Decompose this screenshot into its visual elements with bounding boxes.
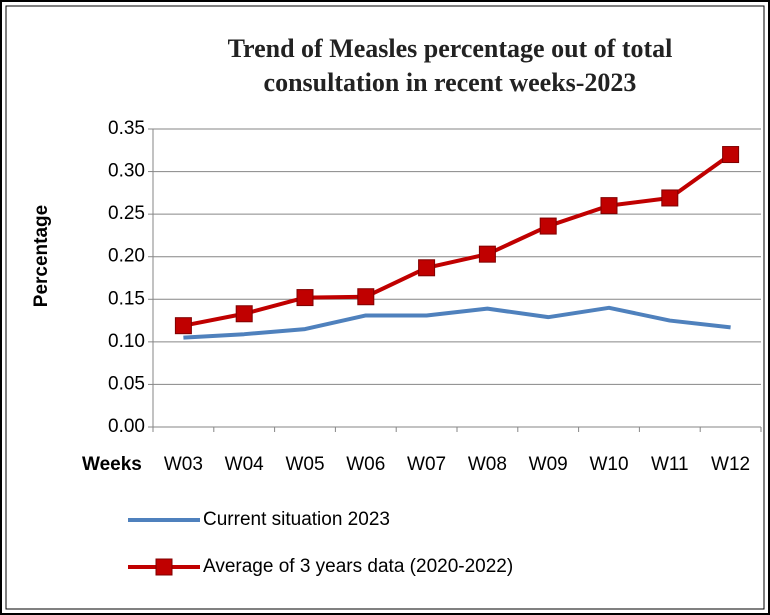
x-tick-label: W05 <box>285 454 324 475</box>
x-tick-label: W11 <box>651 454 689 475</box>
x-tick-label: W03 <box>164 454 203 475</box>
x-tick-label: W06 <box>346 454 385 475</box>
point-marker <box>235 305 253 323</box>
x-tick-label: W10 <box>589 454 628 475</box>
x-tick-label: W12 <box>711 454 750 475</box>
point-marker <box>539 217 557 235</box>
y-tick-label: 0.30 <box>108 161 145 182</box>
legend-label: Current situation 2023 <box>203 509 390 530</box>
series-line <box>183 152 732 328</box>
x-tick-label: W07 <box>407 454 446 475</box>
chart-title: Trend of Measles percentage out of total… <box>227 34 673 97</box>
y-tick-label: 0.05 <box>108 373 145 394</box>
point-marker <box>418 259 436 277</box>
x-tick-label: W08 <box>468 454 507 475</box>
series-line <box>183 305 731 340</box>
inner-border <box>5 5 765 610</box>
y-tick-label: 0.00 <box>108 416 145 437</box>
point-marker <box>661 189 679 207</box>
y-tick-label: 0.25 <box>108 203 145 224</box>
legend-label: Average of 3 years data (2020-2022) <box>203 556 513 577</box>
point-marker <box>357 288 375 306</box>
x-axis-label: Weeks <box>82 454 142 475</box>
point-marker <box>478 245 496 263</box>
point-marker <box>174 317 192 335</box>
y-tick-label: 0.20 <box>108 246 145 267</box>
x-tick-label: W09 <box>529 454 568 475</box>
legend-marker <box>155 558 173 576</box>
y-tick-label: 0.15 <box>108 288 145 309</box>
y-tick-label: 0.35 <box>108 118 145 139</box>
point-marker <box>722 146 740 164</box>
x-tick-label: W04 <box>225 454 265 475</box>
point-marker <box>600 197 618 215</box>
point-marker <box>296 289 314 307</box>
y-tick-label: 0.10 <box>108 331 145 352</box>
y-axis-label: Percentage <box>31 205 52 307</box>
